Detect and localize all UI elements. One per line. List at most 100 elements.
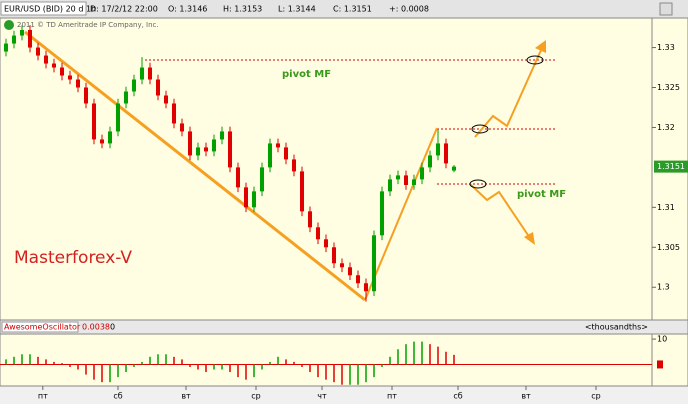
candle-body <box>340 263 344 268</box>
candle-body <box>196 147 200 156</box>
candle-body <box>212 139 216 152</box>
marker <box>471 124 489 134</box>
candle-body <box>156 79 160 96</box>
symbol: EUR/USD (BID) 20 d 1h <box>4 5 96 14</box>
candle-body <box>12 35 16 44</box>
candle-body <box>68 75 72 80</box>
date: D: 17/2/12 22:00 <box>90 5 158 14</box>
candle-body <box>100 139 104 144</box>
candle-body <box>420 167 424 180</box>
x-tick-label: ср <box>251 392 260 401</box>
candle-body <box>372 235 376 292</box>
candle-body <box>20 29 24 36</box>
x-tick-label: пт <box>387 392 397 401</box>
scroll-button[interactable] <box>659 2 673 16</box>
candle-body <box>244 187 248 208</box>
candle-body <box>324 239 328 248</box>
trend-line <box>364 127 438 301</box>
arrow-down <box>469 183 531 239</box>
candle-body <box>444 143 448 164</box>
candle-body <box>316 227 320 240</box>
y-tick-label: 1.33 <box>657 43 675 52</box>
candle-body <box>364 283 368 292</box>
candle-body <box>84 87 88 104</box>
arrow-head <box>524 232 535 245</box>
osc-title: AwesomeOscillator <box>4 323 81 332</box>
candle-body <box>124 91 128 104</box>
last-price: 1.3151 <box>657 162 685 171</box>
candle-body <box>108 131 112 144</box>
candle-body <box>236 167 240 188</box>
candle-body <box>60 67 64 76</box>
annotation: Masterforex-V <box>14 248 132 268</box>
osc-marker <box>657 360 663 369</box>
price-panel <box>0 17 653 321</box>
candle-body <box>140 67 144 80</box>
candle-body <box>268 143 272 168</box>
candle-body <box>436 143 440 156</box>
candle-body <box>300 171 304 212</box>
x-tick-label: вт <box>521 392 531 401</box>
candle-body <box>180 123 184 132</box>
last-price-box <box>654 160 688 173</box>
y-tick-label: 1.3 <box>657 283 670 292</box>
candle-body <box>220 131 224 140</box>
candle-body <box>148 67 152 80</box>
candle-body <box>44 55 48 64</box>
candle-body <box>380 191 384 236</box>
open: O: 1.3146 <box>168 5 207 14</box>
annotation: pivot MF <box>517 189 566 200</box>
candle-body <box>452 166 456 171</box>
candle-body <box>356 275 360 284</box>
trend-line <box>24 30 366 302</box>
candle-body <box>228 131 232 168</box>
low: L: 1.3144 <box>278 5 316 14</box>
candle-body <box>396 175 400 180</box>
y-tick-label: 1.305 <box>657 243 680 252</box>
candle-body <box>92 103 96 140</box>
x-tick-label: пт <box>38 392 48 401</box>
candle-body <box>260 167 264 192</box>
candle-body <box>428 155 432 168</box>
x-tick-label: вт <box>181 392 191 401</box>
candle-body <box>172 103 176 124</box>
candle-body <box>284 147 288 160</box>
osc-period: 0 <box>110 323 115 332</box>
candle-body <box>116 103 120 132</box>
x-tick-label: ср <box>591 392 600 401</box>
annotation: pivot MF <box>282 69 331 80</box>
candle-body <box>132 79 136 92</box>
x-tick-label: чт <box>317 392 327 401</box>
osc-name-box[interactable] <box>1 321 79 333</box>
candle-body <box>252 191 256 208</box>
candle-body <box>36 47 40 56</box>
osc-units: <thousandths> <box>585 323 648 332</box>
candle-body <box>332 247 336 264</box>
marker <box>526 55 544 65</box>
info-icon[interactable] <box>4 20 14 30</box>
drawings <box>24 30 555 302</box>
candle-body <box>76 79 80 88</box>
arrow-up <box>474 47 543 138</box>
candle-body <box>404 175 408 185</box>
x-tick-label: сб <box>113 392 122 401</box>
y-tick-label: 1.32 <box>657 123 675 132</box>
candle-body <box>276 143 280 148</box>
osc-value: 0.0038 <box>82 323 110 332</box>
arrow-head <box>535 40 546 53</box>
candle-body <box>412 179 416 185</box>
y-tick-label: 1.31 <box>657 203 675 212</box>
candle-body <box>188 131 192 156</box>
candle-body <box>388 179 392 192</box>
toolbar <box>0 0 688 18</box>
symbol-box[interactable] <box>0 1 87 16</box>
copyright: 2011 © TD Ameritrade IP Company, Inc. <box>17 21 159 29</box>
y-tick-label: 1.325 <box>657 83 680 92</box>
candle-body <box>308 211 312 228</box>
high: H: 1.3153 <box>223 5 262 14</box>
candle-body <box>4 43 8 52</box>
x-tick-label: сб <box>453 392 462 401</box>
candle-body <box>52 63 56 68</box>
y-tick-label: 10 <box>657 335 667 344</box>
